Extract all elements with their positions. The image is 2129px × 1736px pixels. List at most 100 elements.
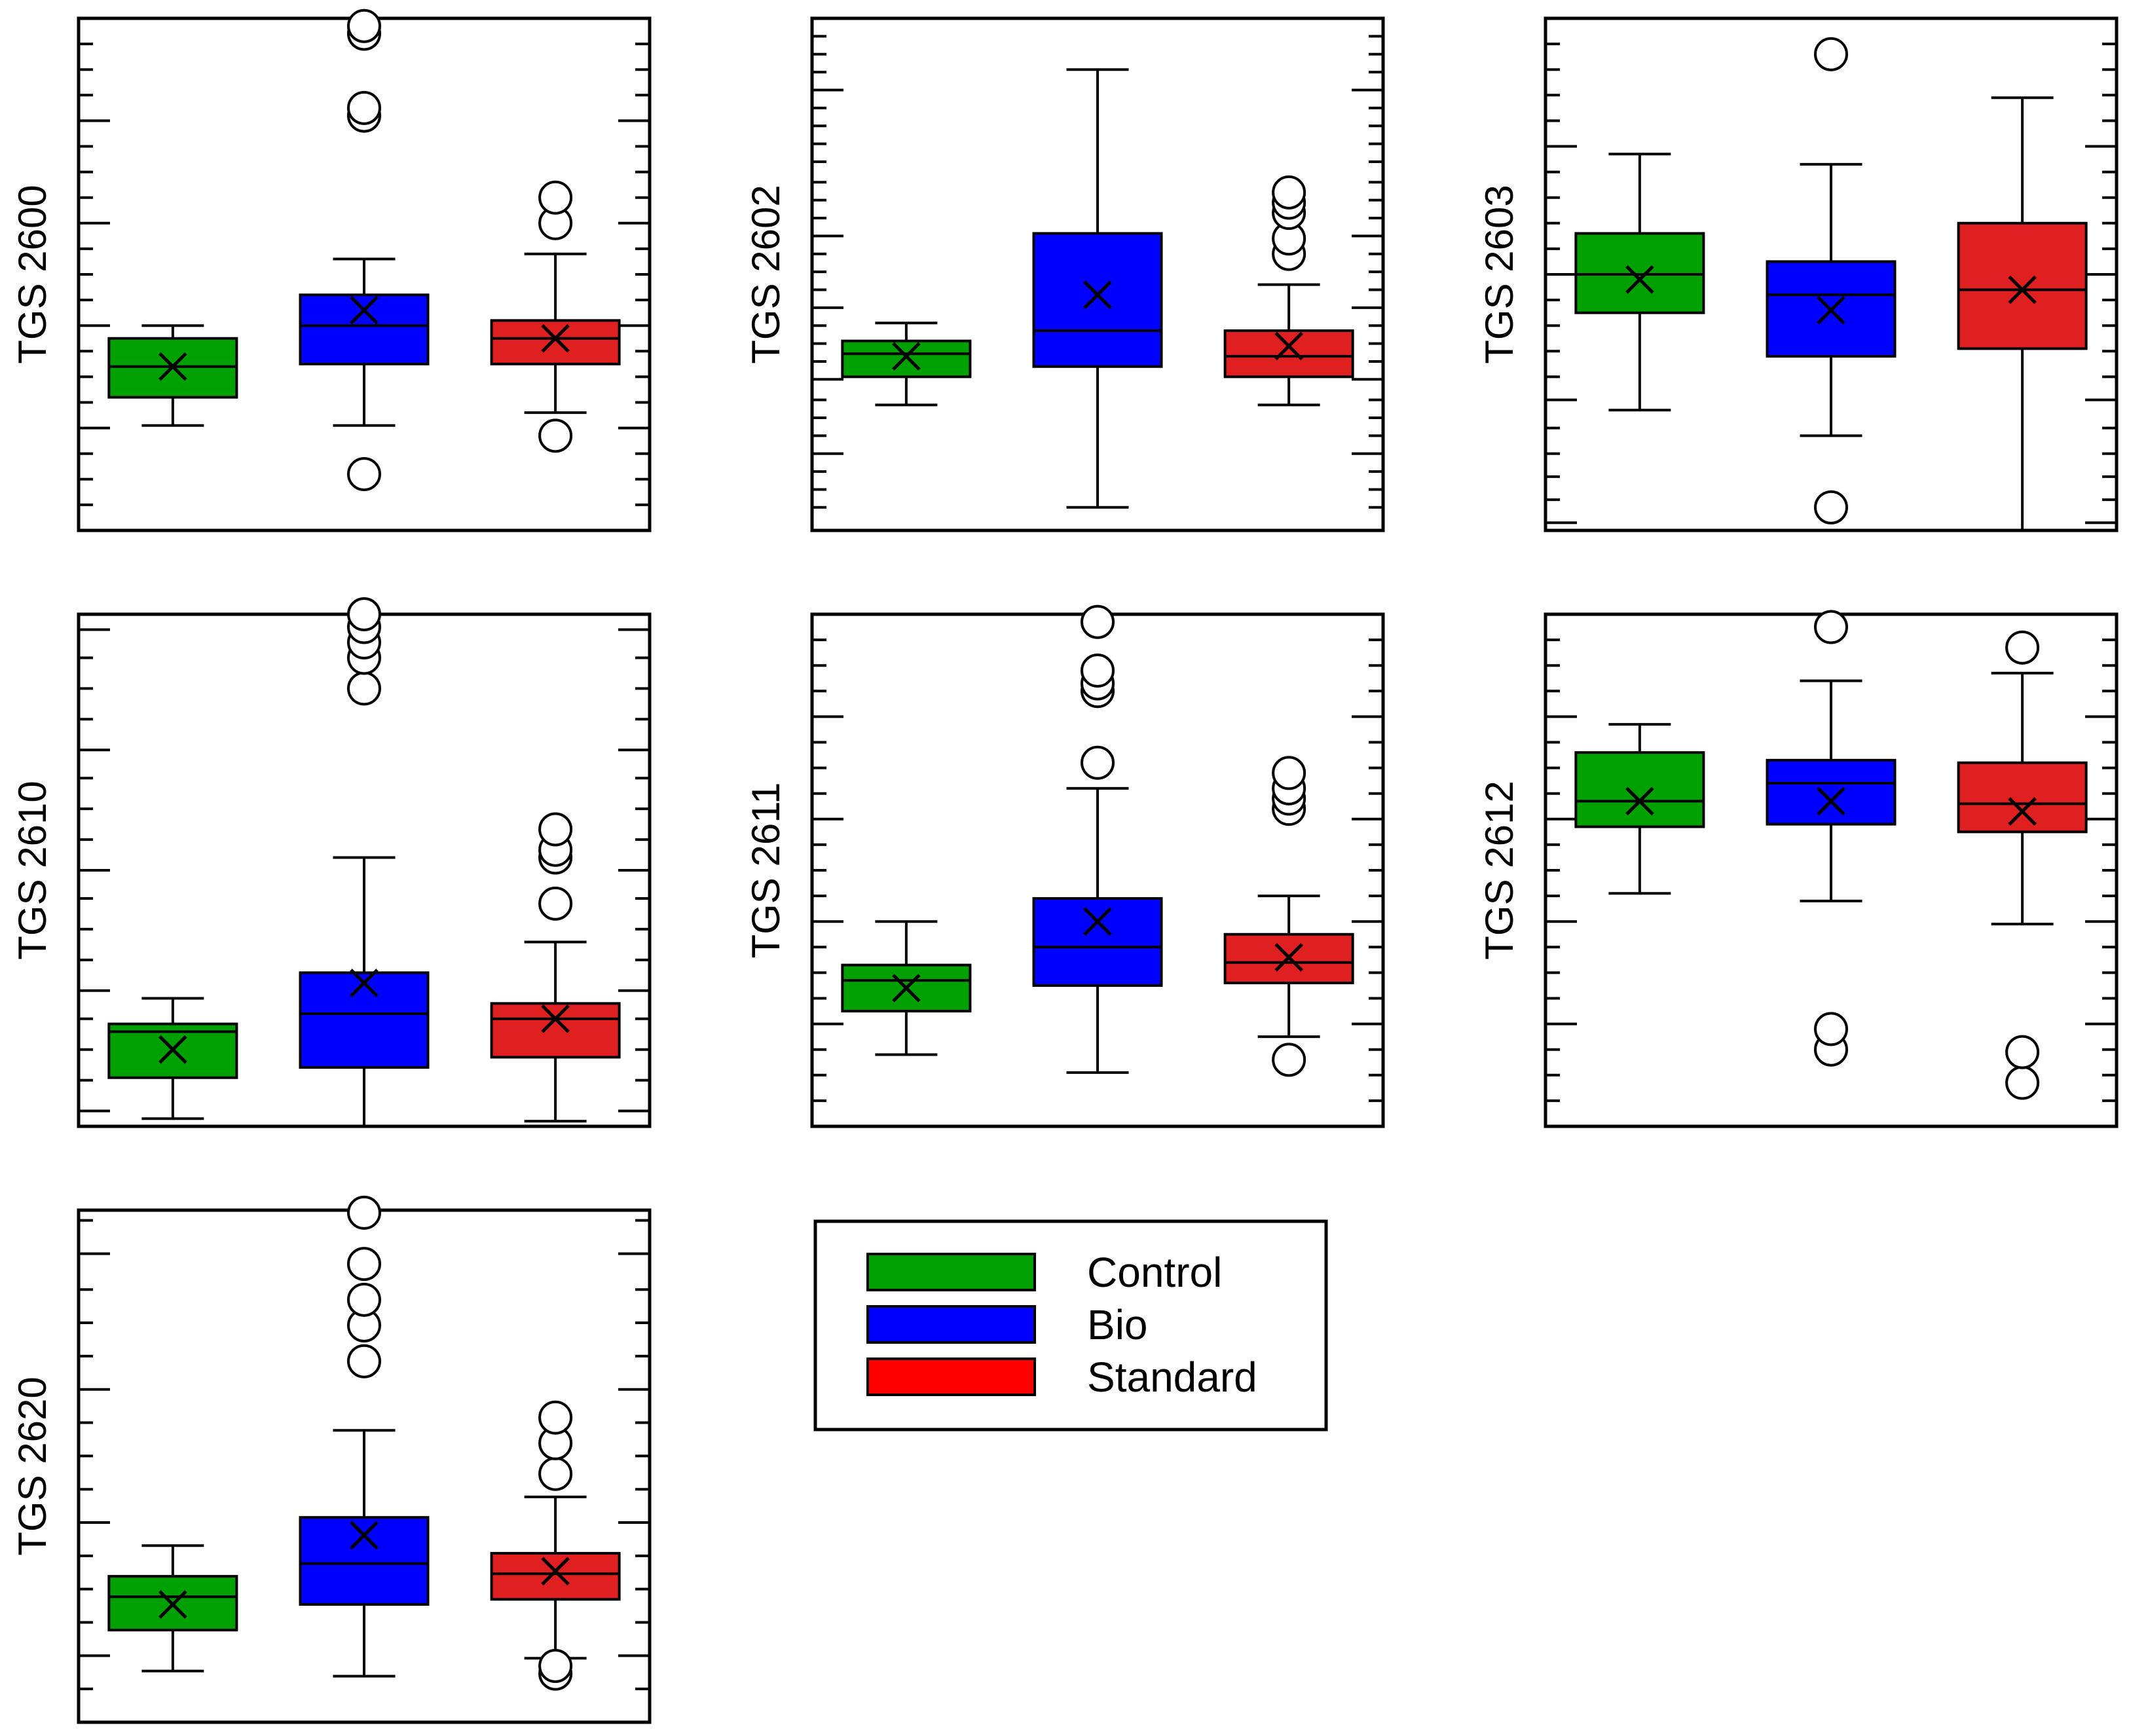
outlier-point xyxy=(538,1456,573,1491)
legend-swatch-control xyxy=(866,1253,1036,1291)
legend-label-standard: Standard xyxy=(1087,1354,1257,1401)
box-bio xyxy=(1032,604,1163,1074)
y-axis-label: TGS 2603 xyxy=(1477,185,1521,364)
iqr-box xyxy=(299,971,430,1069)
mean-marker xyxy=(350,969,379,997)
box-standard xyxy=(1957,630,2088,1100)
iqr-box xyxy=(1574,751,1705,828)
box-standard xyxy=(490,812,621,1123)
box-bio xyxy=(299,1195,430,1678)
legend-label-bio: Bio xyxy=(1087,1301,1148,1348)
iqr-box xyxy=(1766,758,1897,826)
outlier-point xyxy=(347,1282,381,1317)
iqr-box xyxy=(490,1002,621,1059)
y-axis-label: TGS 2610 xyxy=(10,781,54,960)
iqr-box xyxy=(299,1516,430,1606)
legend-swatch-bio xyxy=(866,1305,1036,1344)
outlier-point xyxy=(538,180,573,215)
mean-marker xyxy=(1083,907,1112,936)
outlier-point xyxy=(1814,37,1848,71)
panel-2: TGS 2602 xyxy=(744,16,1385,532)
outlier-point xyxy=(347,1195,381,1230)
panel-4: TGS 2610 xyxy=(10,597,652,1128)
y-axis-label: TGS 2602 xyxy=(744,185,788,364)
outlier-point xyxy=(1081,654,1115,688)
panel-5: TGS 2611 xyxy=(744,604,1385,1128)
box-control xyxy=(107,1544,238,1672)
outlier-point xyxy=(538,1400,573,1435)
box-bio xyxy=(299,9,430,491)
iqr-box xyxy=(1223,329,1354,379)
legend-label-control: Control xyxy=(1087,1249,1222,1296)
mean-marker xyxy=(1083,280,1112,310)
box-standard xyxy=(490,1400,621,1691)
outlier-point xyxy=(1081,745,1115,780)
mean-marker xyxy=(158,1590,187,1619)
mean-marker xyxy=(892,342,921,371)
outlier-point xyxy=(1272,756,1306,790)
outlier-point xyxy=(347,597,381,631)
outlier-point xyxy=(1272,1043,1306,1077)
plot-frame xyxy=(810,16,1385,532)
panel-1: TGS 2600 xyxy=(10,9,652,532)
box-bio xyxy=(299,597,430,1128)
mean-marker xyxy=(1625,265,1654,294)
mean-marker xyxy=(350,1521,379,1550)
panels: TGS 2600 TGS 2602 TGS 2603 TGS 2610 TGS 2611… xyxy=(10,9,2119,1724)
mean-marker xyxy=(541,323,570,353)
mean-marker xyxy=(1625,786,1654,816)
outlier-point xyxy=(1814,1012,1848,1046)
outlier-point xyxy=(347,456,381,491)
outlier-point xyxy=(347,671,381,706)
legend: Control Bio Standard xyxy=(813,1219,1328,1431)
mean-marker xyxy=(2008,275,2037,305)
outlier-point xyxy=(347,1344,381,1378)
mean-marker xyxy=(541,1557,570,1586)
box-control xyxy=(1574,153,1705,412)
outlier-point xyxy=(1814,610,1848,644)
outlier-point xyxy=(1814,490,1848,525)
box-bio xyxy=(1032,68,1163,509)
mean-marker xyxy=(541,1005,570,1033)
iqr-box xyxy=(841,339,972,379)
legend-swatch-standard xyxy=(866,1357,1036,1396)
mean-marker xyxy=(350,295,379,325)
box-control xyxy=(1574,723,1705,895)
mean-marker xyxy=(158,352,187,381)
panel-7: TGS 2620 xyxy=(10,1195,652,1724)
iqr-box xyxy=(299,293,430,365)
outlier-point xyxy=(347,90,381,125)
iqr-box xyxy=(490,1551,621,1601)
outlier-point xyxy=(2005,630,2040,665)
y-axis-label: TGS 2611 xyxy=(744,782,788,958)
panel-6: TGS 2612 xyxy=(1477,610,2119,1128)
outlier-point xyxy=(347,9,381,43)
box-control xyxy=(107,324,238,427)
box-bio xyxy=(1766,610,1897,1067)
mean-marker xyxy=(1274,943,1303,972)
mean-marker xyxy=(2008,797,2037,826)
outlier-point xyxy=(1272,175,1306,210)
outlier-point xyxy=(538,812,573,847)
box-standard xyxy=(1957,96,2088,532)
mean-marker xyxy=(1817,295,1845,325)
iqr-box xyxy=(1032,897,1163,987)
mean-marker xyxy=(1274,331,1303,361)
box-standard xyxy=(1223,756,1354,1077)
iqr-box xyxy=(1032,232,1163,368)
panel-3: TGS 2603 xyxy=(1477,16,2119,532)
outlier-point xyxy=(2005,1065,2040,1100)
box-control xyxy=(841,322,972,407)
outlier-point xyxy=(1081,604,1115,639)
outlier-point xyxy=(2005,1035,2040,1069)
iqr-box xyxy=(1957,761,2088,834)
iqr-box xyxy=(1957,221,2088,350)
outlier-point xyxy=(538,1648,573,1683)
y-axis-label: TGS 2620 xyxy=(10,1376,54,1556)
mean-marker xyxy=(1817,786,1845,816)
box-control xyxy=(107,997,238,1120)
box-standard xyxy=(490,180,621,453)
box-bio xyxy=(1766,37,1897,525)
iqr-box xyxy=(490,319,621,365)
outlier-point xyxy=(538,886,573,921)
